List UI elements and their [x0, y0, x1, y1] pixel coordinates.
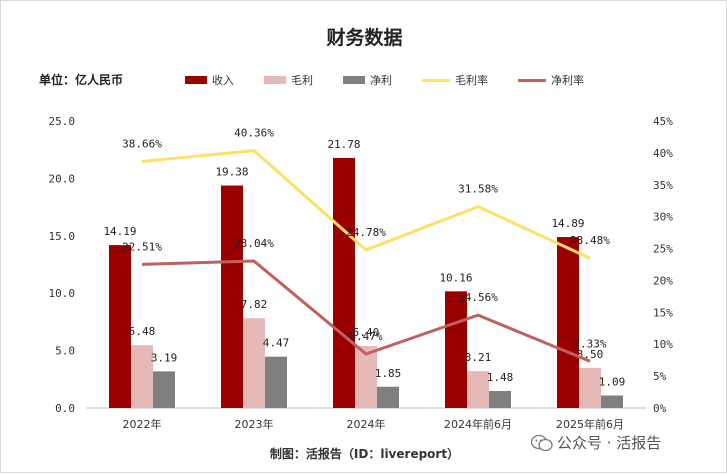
line-label-gross-margin: 40.36%: [234, 127, 274, 140]
bar-gross-profit: [131, 345, 153, 408]
y-left-tick-label: 0.0: [55, 402, 75, 415]
bar-label-net-profit: 4.47: [263, 337, 290, 350]
bar-label-net-profit: 1.85: [375, 367, 402, 380]
bar-gross-profit: [355, 346, 377, 408]
bar-label-revenue: 19.38: [215, 166, 248, 179]
legend-swatch-revenue: [185, 76, 207, 84]
line-label-net-margin: 14.56%: [458, 291, 498, 304]
bar-label-net-profit: 3.19: [151, 351, 178, 364]
y-right-tick-label: 30%: [653, 211, 673, 224]
bar-revenue: [333, 157, 355, 408]
y-right-tick-label: 15%: [653, 306, 673, 319]
line-label-gross-margin: 38.66%: [122, 137, 162, 150]
bar-revenue: [445, 291, 467, 408]
bar-net-profit: [153, 371, 175, 408]
y-right-tick-label: 45%: [653, 115, 673, 128]
chart-title: 财务数据: [326, 27, 403, 49]
y-left-tick-label: 15.0: [49, 230, 76, 243]
line-label-net-margin: 23.04%: [234, 237, 274, 250]
line-label-gross-margin: 23.48%: [570, 234, 610, 247]
legend-label-gross-profit: 毛利: [291, 74, 313, 87]
line-label-net-margin: 7.33%: [573, 337, 606, 350]
legend-label-gross-margin: 毛利率: [455, 74, 488, 87]
bar-label-revenue: 14.89: [551, 217, 584, 230]
y-left-tick-label: 20.0: [49, 172, 76, 185]
bar-net-profit: [265, 356, 287, 408]
legend-swatch-gross-profit: [264, 76, 286, 84]
x-tick-label: 2024年: [347, 417, 386, 431]
unit-label: 单位：亿人民币: [39, 73, 124, 87]
bar-label-gross-profit: 5.40: [353, 326, 380, 339]
line-label-gross-margin: 31.58%: [458, 183, 498, 196]
bar-revenue: [221, 185, 243, 408]
y-left-tick-label: 10.0: [49, 287, 76, 300]
watermark: 公众号 · 活报告: [531, 432, 661, 453]
bar-label-gross-profit: 5.48: [129, 325, 156, 338]
bar-label-revenue: 14.19: [103, 225, 136, 238]
line-net-margin: [141, 259, 591, 363]
legend-line-gross-margin: [422, 78, 450, 82]
legend: 收入 毛利 净利 毛利率 净利率: [185, 72, 614, 88]
x-tick-label: 2025年前6月: [556, 417, 624, 431]
legend-item-gross-profit: 毛利: [264, 72, 313, 88]
legend-swatch-net-profit: [343, 76, 365, 84]
line-label-net-margin: 8.47%: [349, 330, 382, 343]
x-tick-label: 2024年前6月: [444, 417, 512, 431]
y-right-tick-label: 40%: [653, 147, 673, 160]
x-tick-label: 2022年: [123, 417, 162, 431]
y-right-tick-label: 10%: [653, 338, 673, 351]
legend-label-net-margin: 净利率: [551, 74, 584, 87]
y-right-tick-label: 0%: [653, 402, 667, 415]
y-right-tick-label: 5%: [653, 370, 667, 383]
y-right-tick-label: 35%: [653, 179, 673, 192]
wechat-icon: [531, 434, 553, 451]
y-left-tick-label: 5.0: [55, 345, 75, 358]
y-right-tick-label: 25%: [653, 243, 673, 256]
footer-credit: 制图：活报告（ID：livereport）: [269, 447, 460, 461]
y-left-tick-label: 25.0: [49, 115, 76, 128]
legend-item-net-profit: 净利: [343, 72, 392, 88]
bar-label-net-profit: 1.09: [599, 375, 626, 388]
y-right-tick-label: 20%: [653, 274, 673, 287]
legend-label-net-profit: 净利: [370, 74, 392, 87]
bar-label-revenue: 21.78: [327, 138, 360, 151]
bar-revenue: [557, 237, 579, 408]
bar-label-net-profit: 1.48: [487, 371, 514, 384]
line-label-net-margin: 22.51%: [122, 240, 162, 253]
bar-label-gross-profit: 3.21: [465, 351, 492, 364]
watermark-text: 公众号 · 活报告: [557, 434, 662, 452]
bar-net-profit: [377, 386, 399, 408]
legend-item-gross-margin: 毛利率: [422, 72, 488, 88]
legend-label-revenue: 收入: [212, 74, 234, 87]
line-gross-margin: [141, 149, 591, 260]
legend-line-net-margin: [518, 78, 546, 82]
bar-gross-profit: [243, 318, 265, 408]
line-label-gross-margin: 24.78%: [346, 226, 386, 239]
bar-revenue: [109, 245, 131, 408]
legend-item-net-margin: 净利率: [518, 72, 584, 88]
legend-item-revenue: 收入: [185, 72, 234, 88]
x-tick-label: 2023年: [235, 417, 274, 431]
bar-label-gross-profit: 7.82: [241, 298, 268, 311]
bar-net-profit: [489, 391, 511, 408]
bar-net-profit: [601, 395, 623, 408]
bar-gross-profit: [467, 371, 489, 408]
bar-gross-profit: [579, 367, 601, 408]
bar-label-revenue: 10.16: [439, 271, 472, 284]
